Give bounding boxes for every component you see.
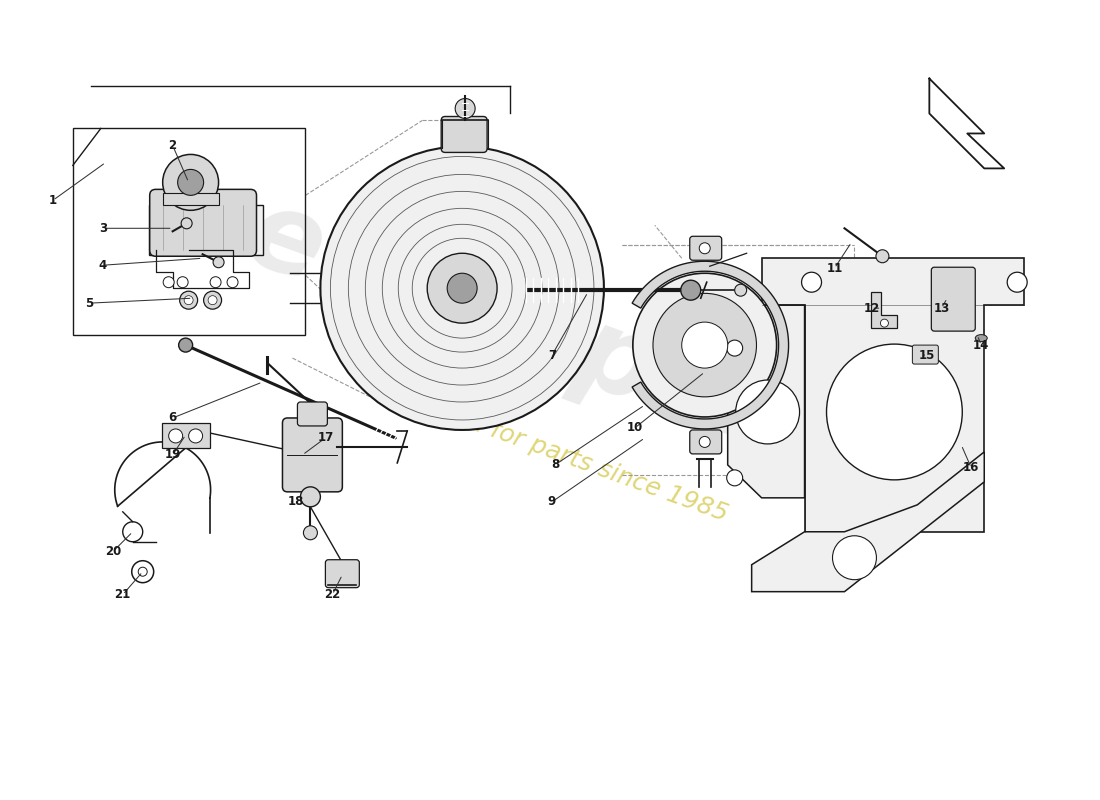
Circle shape [455,98,475,118]
Text: 11: 11 [826,262,843,274]
Polygon shape [148,206,263,255]
Circle shape [179,291,198,309]
Text: 18: 18 [287,495,304,508]
Circle shape [304,526,318,540]
Text: 20: 20 [104,546,121,558]
Text: 6: 6 [168,411,177,425]
Text: 4: 4 [99,258,107,272]
Circle shape [204,291,221,309]
FancyBboxPatch shape [690,430,722,454]
Text: 21: 21 [114,588,131,601]
Circle shape [833,536,877,580]
Circle shape [727,470,742,486]
Circle shape [208,296,217,305]
Text: 19: 19 [165,449,180,462]
Polygon shape [930,78,1004,169]
Circle shape [727,340,742,356]
Text: 7: 7 [548,349,557,362]
FancyBboxPatch shape [150,190,256,256]
Circle shape [163,277,174,288]
Text: a passion for parts since 1985: a passion for parts since 1985 [368,374,732,526]
Text: 8: 8 [551,458,559,471]
Text: 3: 3 [99,222,107,234]
Polygon shape [751,452,984,592]
Text: 2: 2 [168,139,177,152]
Text: 14: 14 [974,338,989,351]
Circle shape [213,257,224,268]
FancyBboxPatch shape [283,418,342,492]
Ellipse shape [976,334,987,342]
Circle shape [826,344,962,480]
Circle shape [876,250,889,262]
Circle shape [139,567,147,576]
Circle shape [736,380,800,444]
Bar [73,129,306,335]
Circle shape [210,277,221,288]
Circle shape [184,296,194,305]
Circle shape [320,146,604,430]
Circle shape [178,338,192,352]
Circle shape [653,294,757,397]
Polygon shape [728,305,804,498]
Bar [162,423,210,448]
Circle shape [632,274,777,417]
Circle shape [177,170,204,195]
Text: 12: 12 [864,302,880,314]
FancyBboxPatch shape [326,560,360,588]
FancyBboxPatch shape [932,267,976,331]
Polygon shape [871,292,898,328]
Text: 15: 15 [920,349,935,362]
Circle shape [735,284,747,296]
FancyBboxPatch shape [912,345,938,364]
Circle shape [802,272,822,292]
Bar [163,194,219,206]
Text: 10: 10 [627,422,644,434]
FancyBboxPatch shape [441,117,487,153]
Circle shape [188,429,202,443]
Circle shape [700,242,711,254]
Circle shape [227,277,238,288]
Text: eurospares: eurospares [232,180,928,521]
Text: 16: 16 [964,462,979,474]
Text: 17: 17 [317,431,333,445]
Text: 1: 1 [48,194,57,207]
Circle shape [427,254,497,323]
Circle shape [682,322,728,368]
Circle shape [182,218,192,229]
Text: 5: 5 [85,297,92,310]
Circle shape [300,487,320,507]
Circle shape [1008,272,1027,292]
Text: 22: 22 [324,588,341,601]
Circle shape [880,319,889,327]
Polygon shape [761,258,1024,532]
Text: 13: 13 [933,302,949,314]
Circle shape [168,429,183,443]
Circle shape [163,154,219,210]
Text: 9: 9 [548,495,557,508]
Polygon shape [632,262,789,429]
FancyBboxPatch shape [297,402,328,426]
FancyBboxPatch shape [690,236,722,260]
Circle shape [681,280,701,300]
Circle shape [700,437,711,447]
Circle shape [448,274,477,303]
Circle shape [177,277,188,288]
